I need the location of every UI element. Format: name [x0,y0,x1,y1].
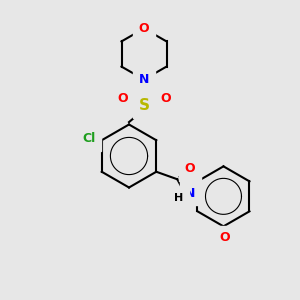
Text: O: O [220,231,230,244]
Text: N: N [139,73,149,86]
Text: S: S [139,98,149,112]
Text: H: H [174,194,183,203]
Text: O: O [160,92,171,105]
Text: Cl: Cl [82,132,96,145]
Text: O: O [117,92,128,105]
Text: N: N [185,187,196,200]
Text: O: O [184,162,195,175]
Text: O: O [139,22,149,35]
